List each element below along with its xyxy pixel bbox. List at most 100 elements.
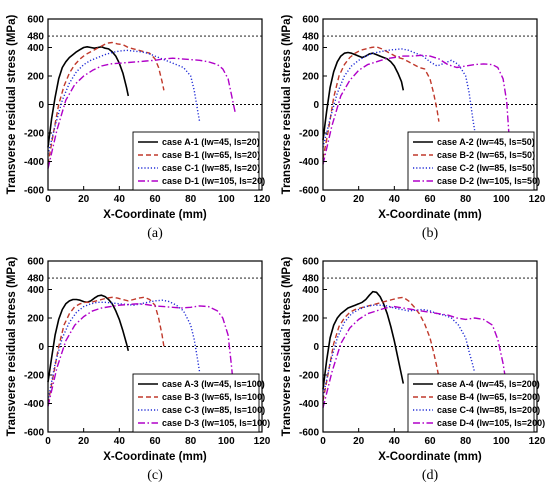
legend-label: case B-4 (lw=65, ls=200) (437, 392, 540, 402)
legend-label: case D-4 (lw=105, ls=200) (437, 418, 545, 428)
legend: case A-4 (lw=45, ls=200) case B-4 (lw=65,… (407, 373, 545, 433)
y-tick-label: 600 (27, 15, 44, 26)
legend-label: case A-4 (lw=45, ls=200) (437, 379, 540, 389)
x-tick-label: 100 (218, 436, 235, 447)
chart-panel-a: 0 20 40 60 80 100 120 -600 -400 -200 0 200 400 600 480… (0, 0, 275, 242)
y-tick-label: 0 (313, 342, 319, 353)
legend: case A-2 (lw=45, ls=50) case B-2 (lw=65, … (407, 131, 540, 191)
series-line (322, 54, 511, 165)
y-tick-label: 200 (27, 314, 44, 325)
y-axis-title: Transverse residual stress (MPa) (281, 257, 293, 437)
panel-label: (b) (422, 226, 439, 241)
x-tick-label: 40 (114, 194, 126, 205)
x-axis-title: X-Coordinate (mm) (103, 451, 207, 463)
x-tick-label: 60 (424, 436, 436, 447)
y-tick-label: 0 (38, 100, 44, 111)
legend-label: case A-1 (lw=45, ls=20) (162, 137, 260, 147)
y-tick-label: 600 (302, 15, 319, 26)
series-line (47, 49, 201, 155)
x-tick-label: 120 (529, 194, 546, 205)
x-tick-label: 20 (353, 436, 365, 447)
x-tick-label: 60 (149, 436, 161, 447)
legend-label: case C-3 (lw=85, ls=100) (162, 405, 265, 415)
series-line (47, 303, 236, 408)
chart-svg: 0 20 40 60 80 100 120 -600 -400 -200 0 200 400 600 480… (281, 257, 546, 484)
x-tick-label: 80 (185, 194, 197, 205)
y-tick-label: 400 (302, 285, 319, 296)
series-line (322, 305, 511, 408)
y-tick-label: -600 (24, 186, 44, 197)
panel-label: (a) (147, 226, 163, 241)
y-tick-label: -200 (24, 371, 44, 382)
legend-label: case B-1 (lw=65, ls=20) (162, 150, 260, 160)
panel-label: (d) (422, 468, 439, 483)
chart-svg: 0 20 40 60 80 100 120 -600 -400 -200 0 200 400 600 480… (281, 15, 546, 242)
y-tick-label: 0 (313, 100, 319, 111)
x-tick-label: 20 (353, 194, 365, 205)
chart-panel-b: 0 20 40 60 80 100 120 -600 -400 -200 0 200 400 600 480… (275, 0, 550, 242)
x-tick-label: 80 (185, 436, 197, 447)
x-axis-title: X-Coordinate (mm) (103, 209, 207, 221)
series-line (47, 296, 165, 404)
x-tick-label: 0 (320, 194, 326, 205)
y-axis-title: Transverse residual stress (MPa) (6, 257, 18, 437)
x-tick-label: 20 (78, 194, 90, 205)
x-tick-label: 0 (45, 436, 51, 447)
y-tick-label: -600 (24, 428, 44, 439)
x-tick-label: 0 (45, 194, 51, 205)
y-tick-label: -200 (299, 129, 319, 140)
y-tick-label: -600 (299, 428, 319, 439)
x-tick-label: 60 (424, 194, 436, 205)
y-tick-label: 400 (302, 43, 319, 54)
y-tick-label: -200 (24, 129, 44, 140)
y-tick-label: 200 (302, 72, 319, 83)
y-tick-label: -600 (299, 186, 319, 197)
legend-label: case C-4 (lw=85, ls=200) (437, 405, 540, 415)
y-tick-label: 200 (27, 72, 44, 83)
y-tick-label: 600 (27, 257, 44, 268)
chart-panel-c: 0 20 40 60 80 100 120 -600 -400 -200 0 200 400 600 480… (0, 242, 275, 484)
y-tick-label: 400 (27, 43, 44, 54)
series-line (47, 41, 165, 165)
x-tick-label: 20 (78, 436, 90, 447)
x-axis-title: X-Coordinate (mm) (378, 209, 482, 221)
y-tick-label-480: 480 (27, 32, 44, 43)
chart-panel-d: 0 20 40 60 80 100 120 -600 -400 -200 0 200 400 600 480… (275, 242, 550, 484)
x-tick-label: 60 (149, 194, 161, 205)
x-tick-label: 40 (389, 194, 401, 205)
x-tick-label: 80 (460, 194, 472, 205)
series-line (322, 290, 405, 390)
series-line (322, 296, 440, 401)
y-tick-label: 600 (302, 257, 319, 268)
legend-label: case A-2 (lw=45, ls=50) (437, 137, 535, 147)
y-tick-label: 400 (27, 285, 44, 296)
y-tick-label: -400 (24, 157, 44, 168)
y-tick-label: 200 (302, 314, 319, 325)
legend-label: case C-1 (lw=85, ls=20) (162, 163, 260, 173)
x-tick-label: 100 (493, 436, 510, 447)
x-tick-label: 100 (218, 194, 235, 205)
y-tick-label: -400 (299, 399, 319, 410)
legend-label: case A-3 (lw=45, ls=100) (162, 379, 265, 389)
panel-label: (c) (147, 468, 163, 483)
series-line (322, 304, 476, 397)
legend-label: case B-3 (lw=65, ls=100) (162, 392, 265, 402)
series-line (322, 48, 476, 148)
series-line (47, 45, 130, 148)
y-tick-label: -200 (299, 371, 319, 382)
y-tick-label: 0 (38, 342, 44, 353)
y-tick-label: -400 (299, 157, 319, 168)
y-tick-label: -400 (24, 399, 44, 410)
series-line (47, 57, 236, 169)
legend: case A-3 (lw=45, ls=100) case B-3 (lw=65,… (132, 373, 270, 433)
x-tick-label: 100 (493, 194, 510, 205)
x-tick-label: 40 (389, 436, 401, 447)
x-tick-label: 120 (529, 436, 546, 447)
x-tick-label: 80 (460, 436, 472, 447)
y-axis-title: Transverse residual stress (MPa) (6, 15, 18, 195)
y-axis-title: Transverse residual stress (MPa) (281, 15, 293, 195)
legend-label: case D-2 (lw=105, ls=50) (437, 176, 540, 186)
y-tick-label-480: 480 (302, 274, 319, 285)
legend: case A-1 (lw=45, ls=20) case B-1 (lw=65, … (132, 131, 265, 191)
legend-label: case D-3 (lw=105, ls=100) (162, 418, 270, 428)
